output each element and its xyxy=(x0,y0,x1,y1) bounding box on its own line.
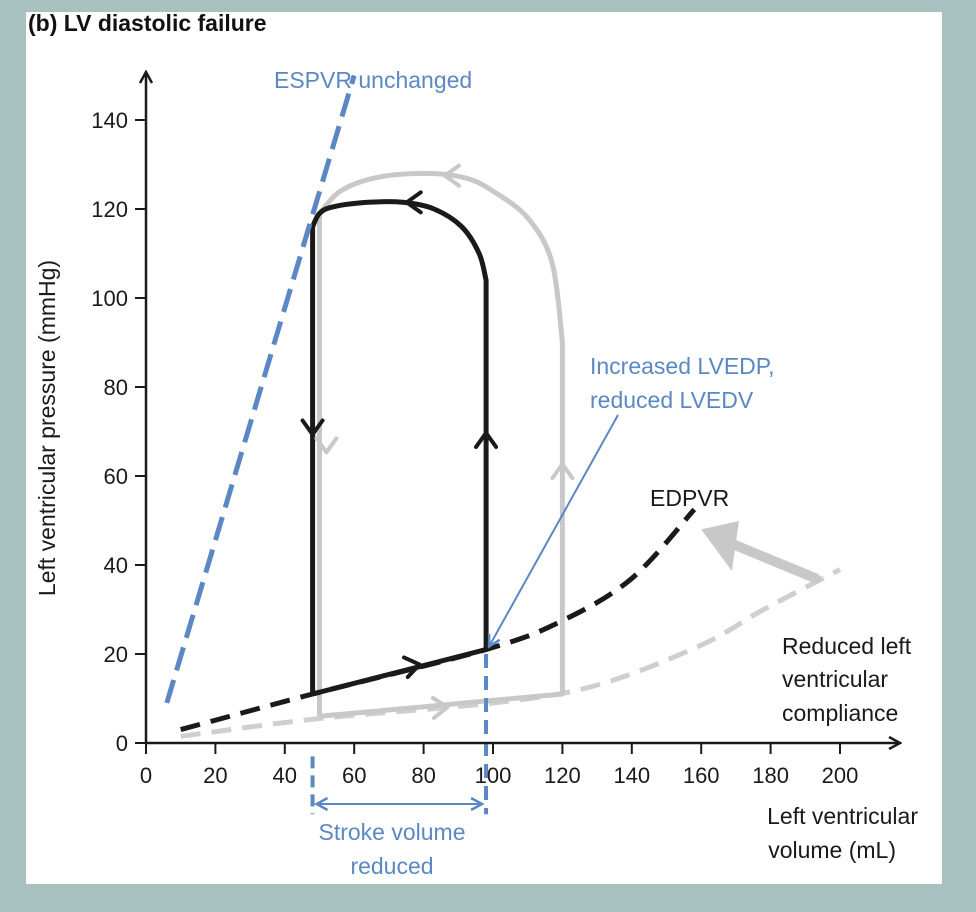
x-tick-label: 0 xyxy=(140,763,152,788)
y-axis-label: Left ventricular pressure (mmHg) xyxy=(34,260,60,596)
normal-loop-down-arrow-head xyxy=(314,436,339,455)
stroke-volume-annotation-line1: Stroke volume xyxy=(318,819,465,845)
y-tick-label: 0 xyxy=(116,731,128,756)
y-tick-label: 140 xyxy=(91,108,128,133)
x-tick-label: 40 xyxy=(273,763,297,788)
x-tick-label: 60 xyxy=(342,763,366,788)
chart-svg: (b) LV diastolic failure 0 20 40 60 80 100 120… xyxy=(28,12,918,879)
normal-loop-down-arrow xyxy=(314,436,339,455)
x-tick-label: 200 xyxy=(822,763,859,788)
x-tick-label: 20 xyxy=(203,763,227,788)
normal-loop-up-arrow-head xyxy=(550,462,575,481)
x-tick-label: 160 xyxy=(683,763,720,788)
x-tick-label: 100 xyxy=(475,763,512,788)
x-axis-label-line2: volume (mL) xyxy=(768,837,896,863)
compliance-annotation-line1: Reduced left xyxy=(782,633,912,659)
lvedp-annotation-line2: reduced LVEDV xyxy=(590,387,754,413)
failure-loop-bottom-arrow-head xyxy=(401,655,422,680)
chart-title: (b) LV diastolic failure xyxy=(28,12,267,36)
flow-arrows xyxy=(300,163,821,815)
series-espvr xyxy=(164,74,357,704)
series-edpvr-failure xyxy=(180,507,697,733)
y-tick-label: 40 xyxy=(104,553,128,578)
normal-loop-up-arrow xyxy=(550,462,575,481)
lvedp-pointer-arrow xyxy=(489,414,619,647)
ticks: 0 20 40 60 80 100 120 140 160 180 200 0 20 40 60 80 100 1… xyxy=(91,108,858,788)
failure-loop-bottom-arrow xyxy=(401,655,422,680)
normal-loop-bottom-arrow xyxy=(430,695,450,720)
lvedp-annotation-line1: Increased LVEDP, xyxy=(590,353,775,379)
failure-loop-up-arrow-head xyxy=(474,430,499,449)
normal-loop-top-arrow xyxy=(442,163,461,188)
failure-loop-top-arrow xyxy=(404,190,423,215)
series-failure-loop xyxy=(310,199,489,697)
axes xyxy=(146,72,900,743)
failure-loop-down-arrow xyxy=(300,418,325,437)
compliance-annotation-line2: ventricular xyxy=(782,666,888,692)
failure-loop-up-arrow xyxy=(474,430,499,449)
figure-panel: (b) LV diastolic failure 0 20 40 60 80 100 120… xyxy=(26,12,942,884)
stroke-volume-annotation-line2: reduced xyxy=(350,853,433,879)
normal-loop-top-arrow-head xyxy=(442,163,461,188)
y-tick-label: 20 xyxy=(104,642,128,667)
compliance-shift-arrow-head xyxy=(701,520,739,571)
edpvr-annotation: EDPVR xyxy=(650,485,729,511)
x-tick-label: 80 xyxy=(411,763,435,788)
x-tick-label: 120 xyxy=(544,763,581,788)
failure-loop-top-arrow-head xyxy=(404,190,423,215)
y-tick-label: 80 xyxy=(104,375,128,400)
x-tick-label: 140 xyxy=(613,763,650,788)
failure-loop-down-arrow-head xyxy=(300,418,325,437)
normal-loop-bottom-arrow-head xyxy=(430,695,450,720)
compliance-annotation-line3: compliance xyxy=(782,700,898,726)
espvr-annotation: ESPVR unchanged xyxy=(274,67,472,93)
x-tick-label: 180 xyxy=(752,763,789,788)
y-tick-label: 100 xyxy=(91,286,128,311)
y-tick-label: 120 xyxy=(91,197,128,222)
y-tick-label: 60 xyxy=(104,464,128,489)
series-layer xyxy=(164,74,842,739)
x-axis-label-line1: Left ventricular xyxy=(767,803,918,829)
series-edpvr-normal xyxy=(180,567,842,739)
